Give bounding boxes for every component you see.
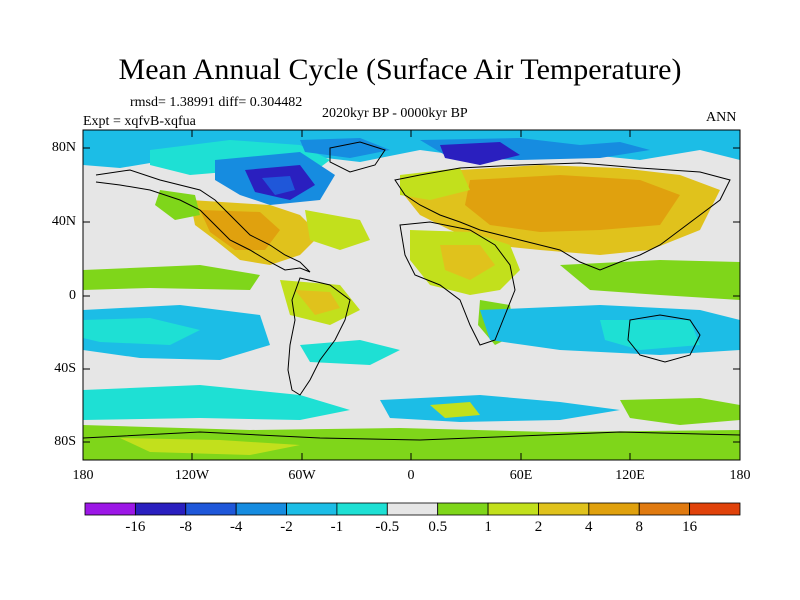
- amazon-warm: [295, 290, 340, 315]
- lat-ticks: [83, 147, 740, 443]
- colorbar-swatch: [487, 502, 539, 516]
- colorbar-swatch: [336, 502, 388, 516]
- colorbar-swatch: [588, 502, 640, 516]
- colorbar-label: 0.5: [428, 519, 448, 535]
- australia-coast: [627, 314, 701, 363]
- antarctic-cyan: [380, 395, 620, 422]
- antarctica-coast: [83, 431, 740, 441]
- south-america-coast: [287, 277, 351, 396]
- colorbar: [84, 502, 741, 516]
- colorbar-swatch: [286, 502, 338, 516]
- south-atlantic-teal: [300, 340, 400, 365]
- colorbar-swatch: [689, 502, 741, 516]
- coastlines: [83, 141, 740, 441]
- colorbar-label: 2: [534, 519, 543, 535]
- greenland-coast: [329, 141, 386, 173]
- lat-label-80s: 80S: [54, 434, 76, 449]
- colorbar-swatch: [84, 502, 136, 516]
- colorbar-label: -16: [125, 519, 146, 535]
- lat-label-40n: 40N: [51, 214, 76, 229]
- lat-label-0: 0: [69, 288, 76, 303]
- colorbar-label: 8: [635, 519, 643, 535]
- lon-label-0: 0: [407, 468, 415, 483]
- colorbar-swatch: [185, 502, 237, 516]
- atlantic-yellowgreen: [305, 210, 370, 250]
- antarctic-yellowgreen: [430, 402, 480, 418]
- colorbar-label: 4: [585, 519, 593, 535]
- colorbar-swatch: [386, 502, 439, 516]
- tropical-pacific-green: [83, 265, 260, 290]
- eurasia-warm-core: [465, 175, 680, 232]
- antarctic-teal: [83, 385, 350, 420]
- stats-label: rmsd= 1.38991 diff= 0.304482: [130, 95, 303, 110]
- lat-label-40s: 40S: [54, 361, 76, 376]
- north-america-coast: [95, 169, 311, 273]
- lon-label-180w: 180: [72, 468, 94, 483]
- period-label: 2020kyr BP - 0000kyr BP: [322, 106, 468, 121]
- barents-deep-blue: [440, 142, 520, 165]
- colorbar-label: -0.5: [375, 519, 400, 535]
- colorbar-swatch: [538, 502, 590, 516]
- colorbar-label: -1: [330, 519, 344, 535]
- map-field: [83, 130, 740, 460]
- experiment-label: Expt = xqfvB-xqfua: [83, 114, 196, 129]
- antarctica-yellowgreen: [120, 438, 300, 455]
- colorbar-swatch: [235, 502, 287, 516]
- lon-label-120e: 120E: [615, 468, 645, 483]
- colorbar-swatch: [638, 502, 691, 516]
- indo-pacific-green: [560, 260, 740, 300]
- colorbar-swatch: [134, 502, 187, 516]
- page-title: Mean Annual Cycle (Surface Air Temperatu…: [118, 53, 682, 86]
- colorbar-label: -8: [179, 519, 193, 535]
- lon-label-180e: 180: [729, 468, 751, 483]
- eurasia-coast: [394, 162, 731, 271]
- lon-label-120w: 120W: [174, 468, 210, 483]
- hudson-core: [262, 176, 295, 195]
- africa-coast: [399, 221, 516, 346]
- sahel-warm: [440, 245, 495, 280]
- alaska-green: [155, 190, 200, 220]
- lon-ticks: [191, 130, 631, 460]
- australia-teal: [600, 320, 700, 350]
- lat-label-80n: 80N: [51, 140, 76, 155]
- colorbar-label: -4: [229, 519, 243, 535]
- colorbar-label: 1: [484, 519, 492, 535]
- antarctic-green: [620, 398, 740, 425]
- colorbar-label: 16: [682, 519, 698, 535]
- lon-label-60e: 60E: [509, 468, 533, 483]
- colorbar-label: -2: [280, 519, 293, 535]
- south-pacific-teal: [83, 318, 200, 345]
- greenland-blue: [300, 138, 390, 158]
- lon-label-60w: 60W: [288, 468, 316, 483]
- season-label: ANN: [706, 110, 737, 125]
- colorbar-swatch: [437, 502, 489, 516]
